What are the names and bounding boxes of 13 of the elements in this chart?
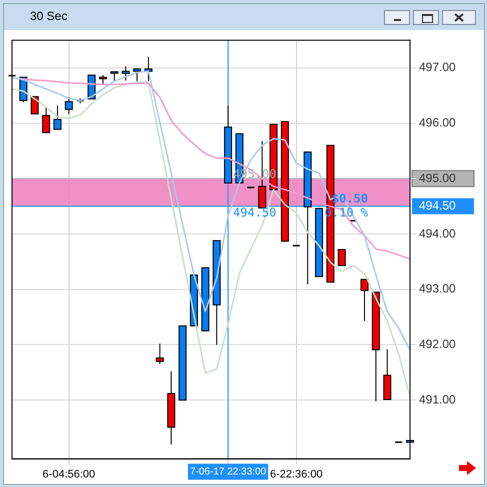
x-tick-label: 6-04:56:00	[42, 468, 96, 480]
y-tick-label: 491.00	[419, 392, 456, 406]
y-tick-label: 497.00	[419, 60, 456, 74]
y-tick-label: 492.00	[419, 337, 456, 352]
chart-title: 30 Sec	[30, 9, 68, 23]
x-tick-label: 6-22:36:00	[270, 468, 323, 480]
x-tick-label: 7-06-17 22:33:00	[190, 466, 267, 478]
y-tick-label: 495.00	[419, 170, 456, 185]
text: 494.50	[419, 198, 456, 213]
ref-line-label: 494.50	[233, 205, 276, 220]
y-tick-label: 493.00	[419, 282, 456, 296]
y-tick-label: 496.00	[419, 116, 456, 130]
y-tick-label: 494.00	[419, 226, 456, 240]
